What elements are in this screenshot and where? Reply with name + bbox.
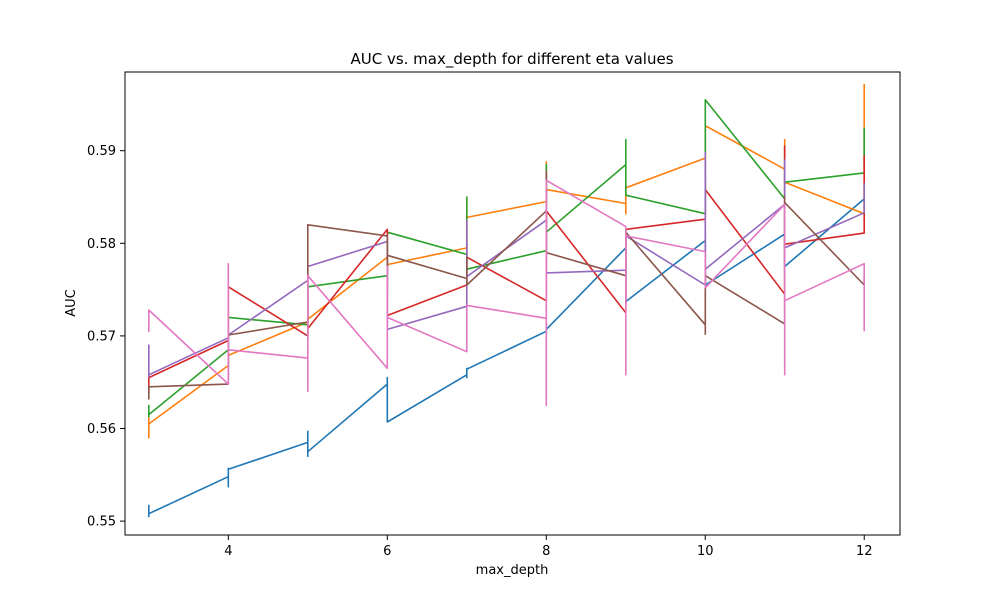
chart-title: AUC vs. max_depth for different eta valu… <box>350 50 673 69</box>
tick-layer: 4 6 8 10 12 0.55 0.56 0.57 0.58 0.59 <box>87 144 872 559</box>
x-tick-label: 8 <box>542 544 550 559</box>
x-axis-label: max_depth <box>476 563 549 578</box>
y-tick-label: 0.56 <box>87 422 116 437</box>
y-tick-label: 0.58 <box>87 237 116 252</box>
series-line-7 <box>148 179 866 407</box>
x-tick-label: 6 <box>383 544 391 559</box>
x-tick-label: 10 <box>697 544 714 559</box>
series-layer <box>148 84 866 518</box>
x-tick-label: 4 <box>224 544 232 559</box>
x-tick-label: 12 <box>856 544 873 559</box>
y-tick-label: 0.55 <box>87 515 116 530</box>
y-tick-label: 0.57 <box>87 329 116 344</box>
plot-frame <box>124 71 901 536</box>
y-tick-label: 0.59 <box>87 144 116 159</box>
y-axis-label: AUC <box>64 289 79 317</box>
